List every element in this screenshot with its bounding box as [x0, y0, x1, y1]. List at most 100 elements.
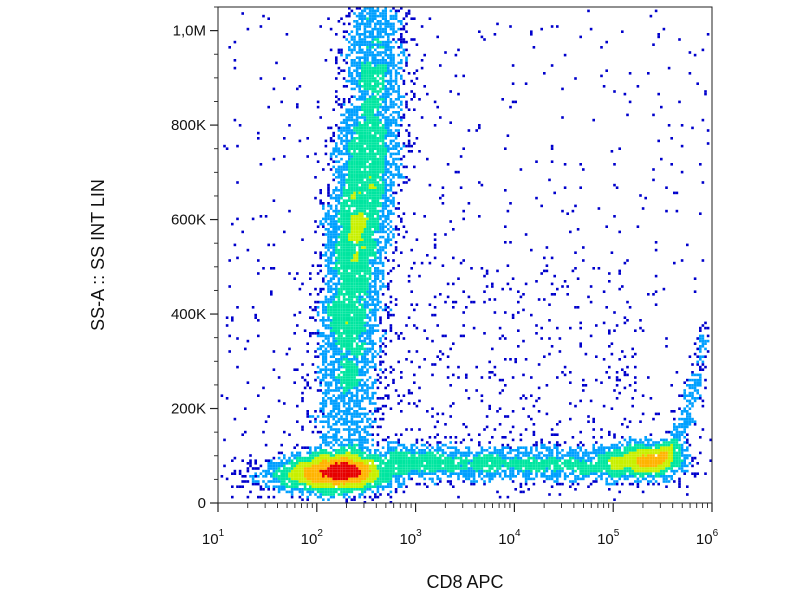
density-dot	[329, 363, 333, 366]
density-dot	[363, 365, 367, 369]
density-dot	[517, 462, 520, 465]
density-dot	[309, 386, 312, 390]
density-dot	[355, 256, 359, 260]
density-dot	[439, 456, 442, 460]
density-dot	[358, 259, 361, 262]
density-dot	[335, 287, 338, 291]
density-dot	[368, 295, 372, 299]
density-dot	[332, 139, 335, 143]
density-dot	[361, 155, 364, 158]
density-dot	[363, 157, 367, 161]
density-dot	[332, 230, 335, 234]
density-dot	[322, 339, 325, 343]
density-dot	[613, 472, 616, 475]
density-dot	[327, 290, 330, 293]
density-dot	[363, 17, 367, 20]
density-dot	[355, 475, 359, 478]
density-dot	[418, 451, 421, 455]
density-dot	[452, 485, 455, 488]
density-dot	[366, 53, 369, 57]
density-dot	[355, 425, 359, 429]
density-dot	[361, 480, 364, 483]
density-dot	[449, 467, 452, 470]
density-dot	[384, 485, 387, 488]
density-dot	[350, 365, 354, 369]
density-dot	[394, 477, 398, 481]
density-dot	[327, 493, 330, 496]
density-dot	[332, 467, 335, 470]
density-dot	[407, 108, 411, 111]
density-dot	[405, 456, 408, 460]
density-dot	[345, 501, 348, 504]
density-dot	[345, 482, 348, 486]
density-dot	[327, 209, 330, 213]
density-dot	[376, 209, 380, 213]
density-dot	[332, 355, 335, 358]
density-dot	[363, 228, 367, 231]
density-dot	[402, 469, 406, 473]
density-dot	[397, 459, 400, 462]
density-dot	[384, 118, 387, 122]
density-dot	[319, 345, 322, 348]
density-dot	[324, 298, 328, 301]
density-dot	[582, 464, 585, 468]
density-dot	[332, 490, 335, 494]
density-dot	[527, 477, 530, 481]
density-dot	[327, 459, 330, 462]
density-dot	[402, 51, 406, 54]
density-dot	[579, 469, 582, 473]
density-dot	[433, 456, 437, 460]
density-dot	[345, 238, 348, 241]
density-dot	[480, 451, 484, 455]
density-dot	[608, 464, 611, 468]
density-dot	[342, 373, 346, 377]
density-dot	[392, 212, 395, 215]
density-dot	[584, 454, 588, 457]
density-dot	[366, 222, 369, 226]
density-dot	[353, 295, 356, 299]
density-dot	[400, 116, 403, 119]
density-dot	[376, 449, 380, 452]
density-dot	[335, 420, 338, 423]
density-dot	[345, 152, 348, 156]
density-dot	[342, 488, 346, 491]
density-dot	[592, 472, 595, 475]
density-dot	[345, 150, 348, 153]
density-dot	[418, 459, 421, 462]
density-dot	[316, 446, 320, 449]
density-dot	[420, 475, 424, 478]
density-dot	[366, 246, 369, 249]
density-dot	[389, 194, 393, 197]
density-dot	[571, 449, 575, 452]
density-dot	[397, 228, 400, 231]
density-dot	[293, 482, 296, 486]
density-dot	[335, 144, 338, 148]
density-dot	[376, 124, 380, 127]
density-dot	[348, 131, 351, 135]
density-dot	[579, 477, 582, 481]
density-dot	[361, 98, 364, 101]
density-dot	[376, 181, 380, 184]
density-dot	[345, 389, 348, 392]
density-dot	[394, 152, 398, 156]
density-dot	[613, 459, 616, 462]
density-dot	[392, 160, 395, 163]
density-dot	[358, 248, 361, 252]
density-dot	[361, 225, 364, 228]
density-dot	[316, 371, 320, 374]
density-dot	[335, 61, 338, 65]
density-dot	[379, 61, 382, 65]
density-dot	[379, 230, 382, 234]
density-dot	[361, 9, 364, 13]
density-dot	[324, 490, 328, 494]
density-dot	[355, 472, 359, 475]
density-dot	[358, 40, 361, 44]
density-dot	[366, 482, 369, 486]
density-dot	[556, 454, 559, 457]
density-dot	[329, 222, 333, 226]
density-dot	[361, 131, 364, 135]
density-dot	[371, 134, 374, 137]
density-dot	[574, 454, 577, 457]
density-dot	[348, 228, 351, 231]
density-dot	[309, 415, 312, 418]
